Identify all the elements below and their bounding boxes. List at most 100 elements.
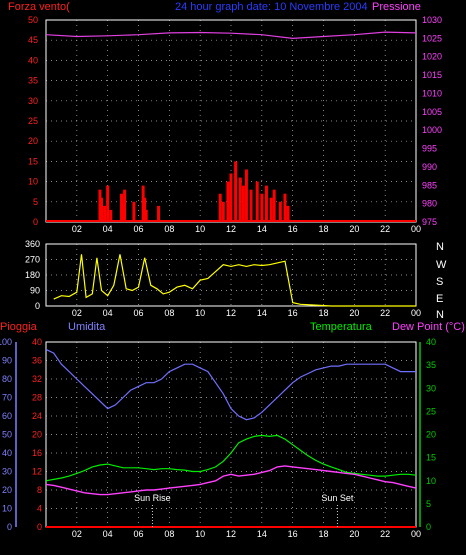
dewpoint-line — [45, 465, 417, 496]
wind-bar — [98, 189, 102, 222]
wind-y-tick: 10 — [28, 177, 38, 187]
temperature-y-tick: 5 — [426, 499, 431, 509]
wind-x-tick: 10 — [195, 224, 205, 234]
temperature-y-tick: 30 — [426, 383, 436, 393]
wind-y-tick: 30 — [28, 96, 38, 106]
humidity-y-tick: 0 — [7, 522, 12, 532]
wind-y-tick: 15 — [28, 156, 38, 166]
direction-x-tick: 00 — [411, 308, 421, 318]
wind-bar — [264, 185, 268, 222]
pressure-y-tick: 1005 — [422, 107, 442, 117]
wind-bar — [229, 173, 233, 222]
rain-y-tick: 36 — [32, 356, 42, 366]
rain-label: Pioggia — [0, 321, 38, 333]
wind-bar — [103, 205, 107, 222]
wind-x-tick: 16 — [288, 224, 298, 234]
wind-y-tick: 0 — [33, 217, 38, 227]
wind-bar — [226, 181, 230, 222]
direction-x-tick: 08 — [164, 308, 174, 318]
wind-bar — [255, 181, 259, 222]
wind-speed-title: Forza vento( — [8, 1, 70, 13]
direction-x-tick: 14 — [257, 308, 267, 318]
climate-x-tick: 04 — [103, 529, 113, 539]
rain-y-tick: 4 — [37, 504, 42, 514]
pressure-y-tick: 980 — [422, 199, 437, 209]
pressure-y-tick: 1030 — [422, 15, 442, 25]
wind-bar — [123, 189, 127, 222]
pressure-y-tick: 985 — [422, 180, 437, 190]
pressure-y-tick: 1010 — [422, 88, 442, 98]
humidity-y-tick: 30 — [2, 467, 12, 477]
humidity-y-tick: 80 — [2, 374, 12, 384]
humidity-y-tick: 10 — [2, 504, 12, 514]
temperature-y-tick: 15 — [426, 453, 436, 463]
compass-label-e: E — [436, 293, 443, 305]
compass-label-w: W — [436, 259, 447, 271]
wind-bar — [244, 169, 248, 222]
direction-y-tick: 360 — [25, 239, 40, 249]
wind-y-tick: 50 — [28, 15, 38, 25]
direction-x-tick: 10 — [195, 308, 205, 318]
climate-x-tick: 20 — [349, 529, 359, 539]
wind-y-tick: 5 — [33, 197, 38, 207]
direction-x-tick: 06 — [133, 308, 143, 318]
temperature-y-tick: 40 — [426, 337, 436, 347]
rain-y-tick: 40 — [32, 337, 42, 347]
humidity-y-tick: 20 — [2, 485, 12, 495]
wind-bar — [269, 197, 273, 222]
climate-x-tick: 12 — [226, 529, 236, 539]
rain-y-tick: 28 — [32, 393, 42, 403]
wind-bar — [221, 201, 225, 222]
wind-x-tick: 08 — [164, 224, 174, 234]
wind-x-tick: 18 — [318, 224, 328, 234]
climate-x-tick: 00 — [411, 529, 421, 539]
wind-bar — [218, 193, 222, 222]
temperature-line — [45, 434, 417, 482]
direction-x-tick: 02 — [72, 308, 82, 318]
wind-bar — [278, 201, 282, 222]
pressure-title: Pressione — [372, 1, 421, 13]
wind-bar — [132, 201, 136, 222]
temperature-y-tick: 35 — [426, 360, 436, 370]
wind-bar — [109, 209, 113, 222]
wind-bar — [286, 205, 290, 222]
wind-y-tick: 35 — [28, 76, 38, 86]
pressure-y-tick: 975 — [422, 217, 437, 227]
humidity-y-tick: 90 — [2, 356, 12, 366]
wind-x-tick: 02 — [72, 224, 82, 234]
temperature-y-tick: 10 — [426, 476, 436, 486]
humidity-y-tick: 70 — [2, 393, 12, 403]
climate-x-tick: 22 — [380, 529, 390, 539]
rain-y-tick: 0 — [37, 522, 42, 532]
temperature-y-tick: 25 — [426, 406, 436, 416]
climate-x-tick: 14 — [257, 529, 267, 539]
wind-bar — [143, 197, 147, 222]
climate-x-tick: 08 — [164, 529, 174, 539]
compass-label-n-top: N — [436, 241, 444, 253]
wind-bar — [241, 185, 245, 222]
wind-bar — [234, 161, 238, 222]
wind-y-tick: 40 — [28, 55, 38, 65]
climate-x-tick: 16 — [288, 529, 298, 539]
direction-y-tick: 180 — [25, 270, 40, 280]
rain-y-tick: 24 — [32, 411, 42, 421]
rain-y-tick: 8 — [37, 485, 42, 495]
direction-panel-frame — [45, 243, 417, 307]
direction-y-tick: 90 — [30, 286, 40, 296]
wind-x-tick: 00 — [411, 224, 421, 234]
pressure-y-tick: 1015 — [422, 70, 442, 80]
climate-x-tick: 10 — [195, 529, 205, 539]
climate-x-tick: 06 — [133, 529, 143, 539]
direction-y-tick: 270 — [25, 255, 40, 265]
temperature-y-tick: 0 — [426, 522, 431, 532]
wind-bar — [283, 193, 287, 222]
climate-x-tick: 18 — [318, 529, 328, 539]
direction-x-tick: 18 — [318, 308, 328, 318]
wind-x-tick: 12 — [226, 224, 236, 234]
wind-x-tick: 04 — [103, 224, 113, 234]
humidity-y-tick: 40 — [2, 448, 12, 458]
wind-bar — [106, 185, 110, 222]
dewpoint-label: Dew Point (°C) — [392, 321, 465, 333]
chart-date-title: 24 hour graph date: 10 Novembre 2004 — [175, 1, 368, 13]
